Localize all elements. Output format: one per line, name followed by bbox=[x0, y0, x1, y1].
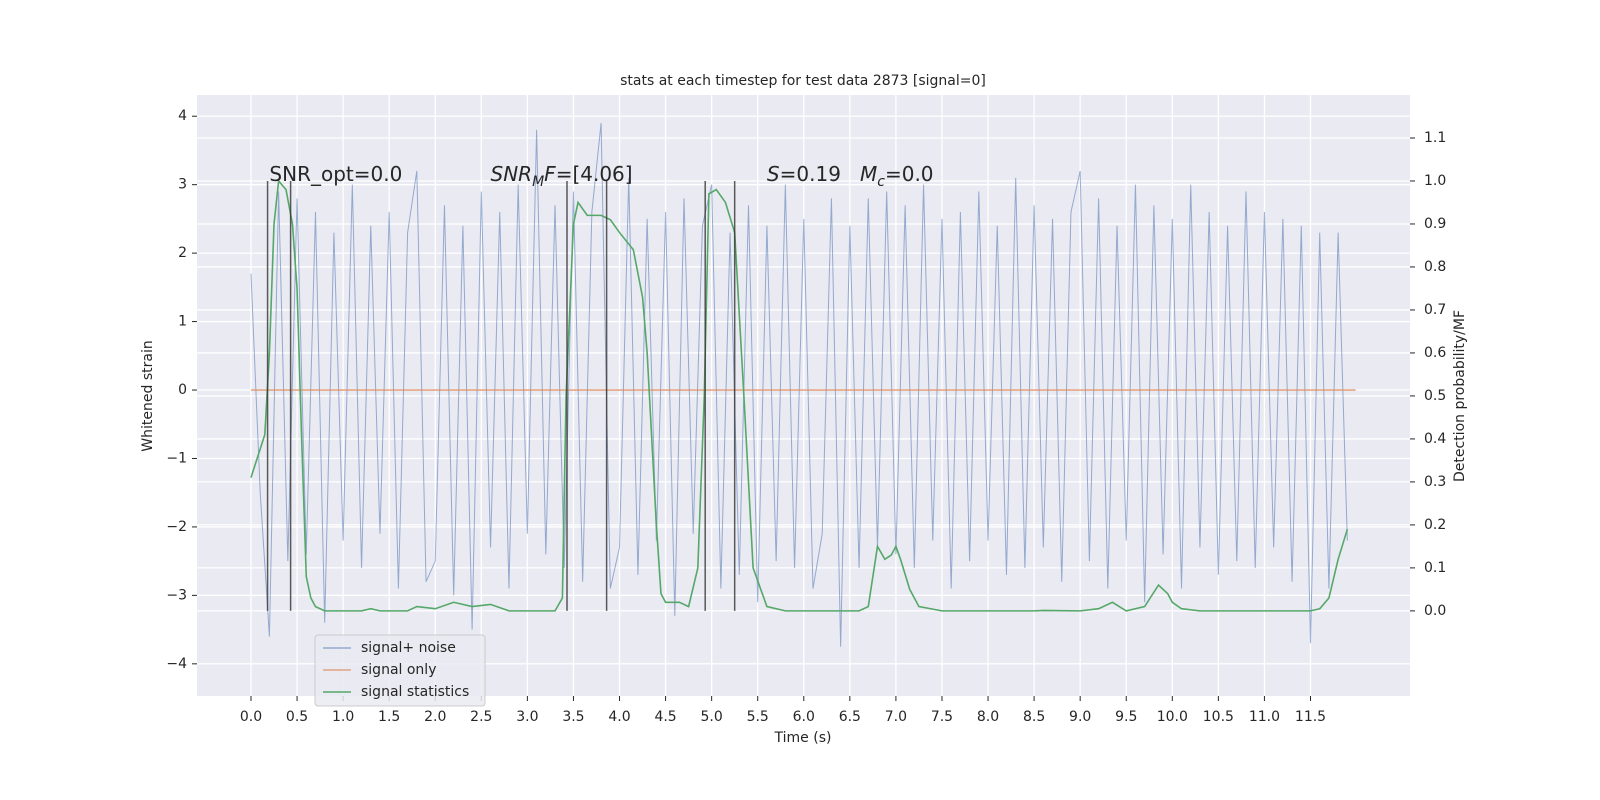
y2-axis-label: Detection probability/MF bbox=[1452, 310, 1468, 482]
annotation-part: M bbox=[860, 162, 877, 186]
series-line bbox=[250, 179, 1349, 612]
x-tick-label: 4.0 bbox=[608, 709, 630, 725]
y2-tick-label: 1.1 bbox=[1424, 130, 1446, 146]
legend-label: signal+ noise bbox=[361, 640, 456, 656]
annotation: S=0.19 Mc=0.0 bbox=[767, 162, 934, 190]
annotation-part: S bbox=[767, 162, 780, 186]
annotation-part: F bbox=[544, 162, 556, 186]
y2-tick-label: 0.1 bbox=[1424, 560, 1446, 576]
annotation: SNRMF=[4.06] bbox=[491, 162, 633, 190]
annotation-part: =0.19 bbox=[780, 162, 860, 186]
y-tick-label: −2 bbox=[166, 519, 187, 535]
y-tick-label: 1 bbox=[178, 314, 187, 330]
y-tick-label: 4 bbox=[178, 108, 187, 124]
chart-title: stats at each timestep for test data 287… bbox=[620, 73, 986, 89]
x-tick-label: 1.5 bbox=[378, 709, 400, 725]
x-axis-label: Time (s) bbox=[774, 730, 832, 746]
legend-box bbox=[314, 634, 486, 707]
x-tick-label: 9.5 bbox=[1115, 709, 1137, 725]
y2-tick-label: 0.6 bbox=[1424, 345, 1446, 361]
y2-tick-label: 0.2 bbox=[1424, 517, 1446, 533]
x-tick-label: 10.0 bbox=[1157, 709, 1188, 725]
annotation-part: =[4.06] bbox=[556, 162, 633, 186]
x-tick-label: 8.0 bbox=[977, 709, 999, 725]
y2-tick-label: 0.8 bbox=[1424, 259, 1446, 275]
x-tick-label: 5.0 bbox=[701, 709, 723, 725]
x-tick-label: 4.5 bbox=[654, 709, 676, 725]
y-axis-label: Whitened strain bbox=[140, 340, 156, 451]
annotation-part: SNR_opt=0.0 bbox=[269, 162, 402, 186]
x-tick-label: 11.5 bbox=[1295, 709, 1326, 725]
x-tick-label: 3.0 bbox=[516, 709, 538, 725]
x-tick-label: 2.0 bbox=[424, 709, 446, 725]
y2-tick-label: 0.9 bbox=[1424, 216, 1446, 232]
x-tick-label: 0.0 bbox=[240, 709, 262, 725]
x-tick-label: 8.5 bbox=[1023, 709, 1045, 725]
x-tick-label: 1.0 bbox=[332, 709, 354, 725]
annotation-part: SNR bbox=[491, 162, 533, 186]
x-tick-label: 9.0 bbox=[1069, 709, 1091, 725]
legend-label: signal statistics bbox=[361, 684, 469, 700]
y-tick-label: 0 bbox=[178, 382, 187, 398]
x-tick-label: 2.5 bbox=[470, 709, 492, 725]
annotation-part: =0.0 bbox=[885, 162, 934, 186]
y2-tick-label: 0.5 bbox=[1424, 388, 1446, 404]
x-tick-label: 11.0 bbox=[1249, 709, 1280, 725]
y-tick-label: −1 bbox=[166, 450, 187, 466]
x-tick-label: 5.5 bbox=[747, 709, 769, 725]
x-tick-label: 3.5 bbox=[562, 709, 584, 725]
x-tick-label: 0.5 bbox=[286, 709, 308, 725]
y-tick-label: −3 bbox=[166, 587, 187, 603]
y-tick-label: 3 bbox=[178, 177, 187, 193]
annotation-part: M bbox=[532, 174, 544, 190]
x-tick-label: 7.5 bbox=[931, 709, 953, 725]
legend: signal+ noise signal only signal statistic… bbox=[314, 634, 486, 707]
series-line bbox=[250, 123, 1348, 647]
annotation: SNR_opt=0.0 bbox=[269, 162, 402, 186]
y-tick-label: −4 bbox=[166, 656, 187, 672]
y-tick-label: 2 bbox=[178, 245, 187, 261]
x-tick-label: 6.5 bbox=[839, 709, 861, 725]
y2-tick-label: 0.3 bbox=[1424, 474, 1446, 490]
x-tick-label: 7.0 bbox=[885, 709, 907, 725]
y2-tick-label: 0.4 bbox=[1424, 431, 1446, 447]
y2-tick-label: 0.0 bbox=[1424, 603, 1446, 619]
x-tick-label: 10.5 bbox=[1203, 709, 1234, 725]
y2-tick-label: 1.0 bbox=[1424, 173, 1446, 189]
x-tick-label: 6.0 bbox=[793, 709, 815, 725]
annotation-part: c bbox=[877, 174, 885, 190]
legend-label: signal only bbox=[361, 662, 436, 678]
y2-tick-label: 0.7 bbox=[1424, 302, 1446, 318]
